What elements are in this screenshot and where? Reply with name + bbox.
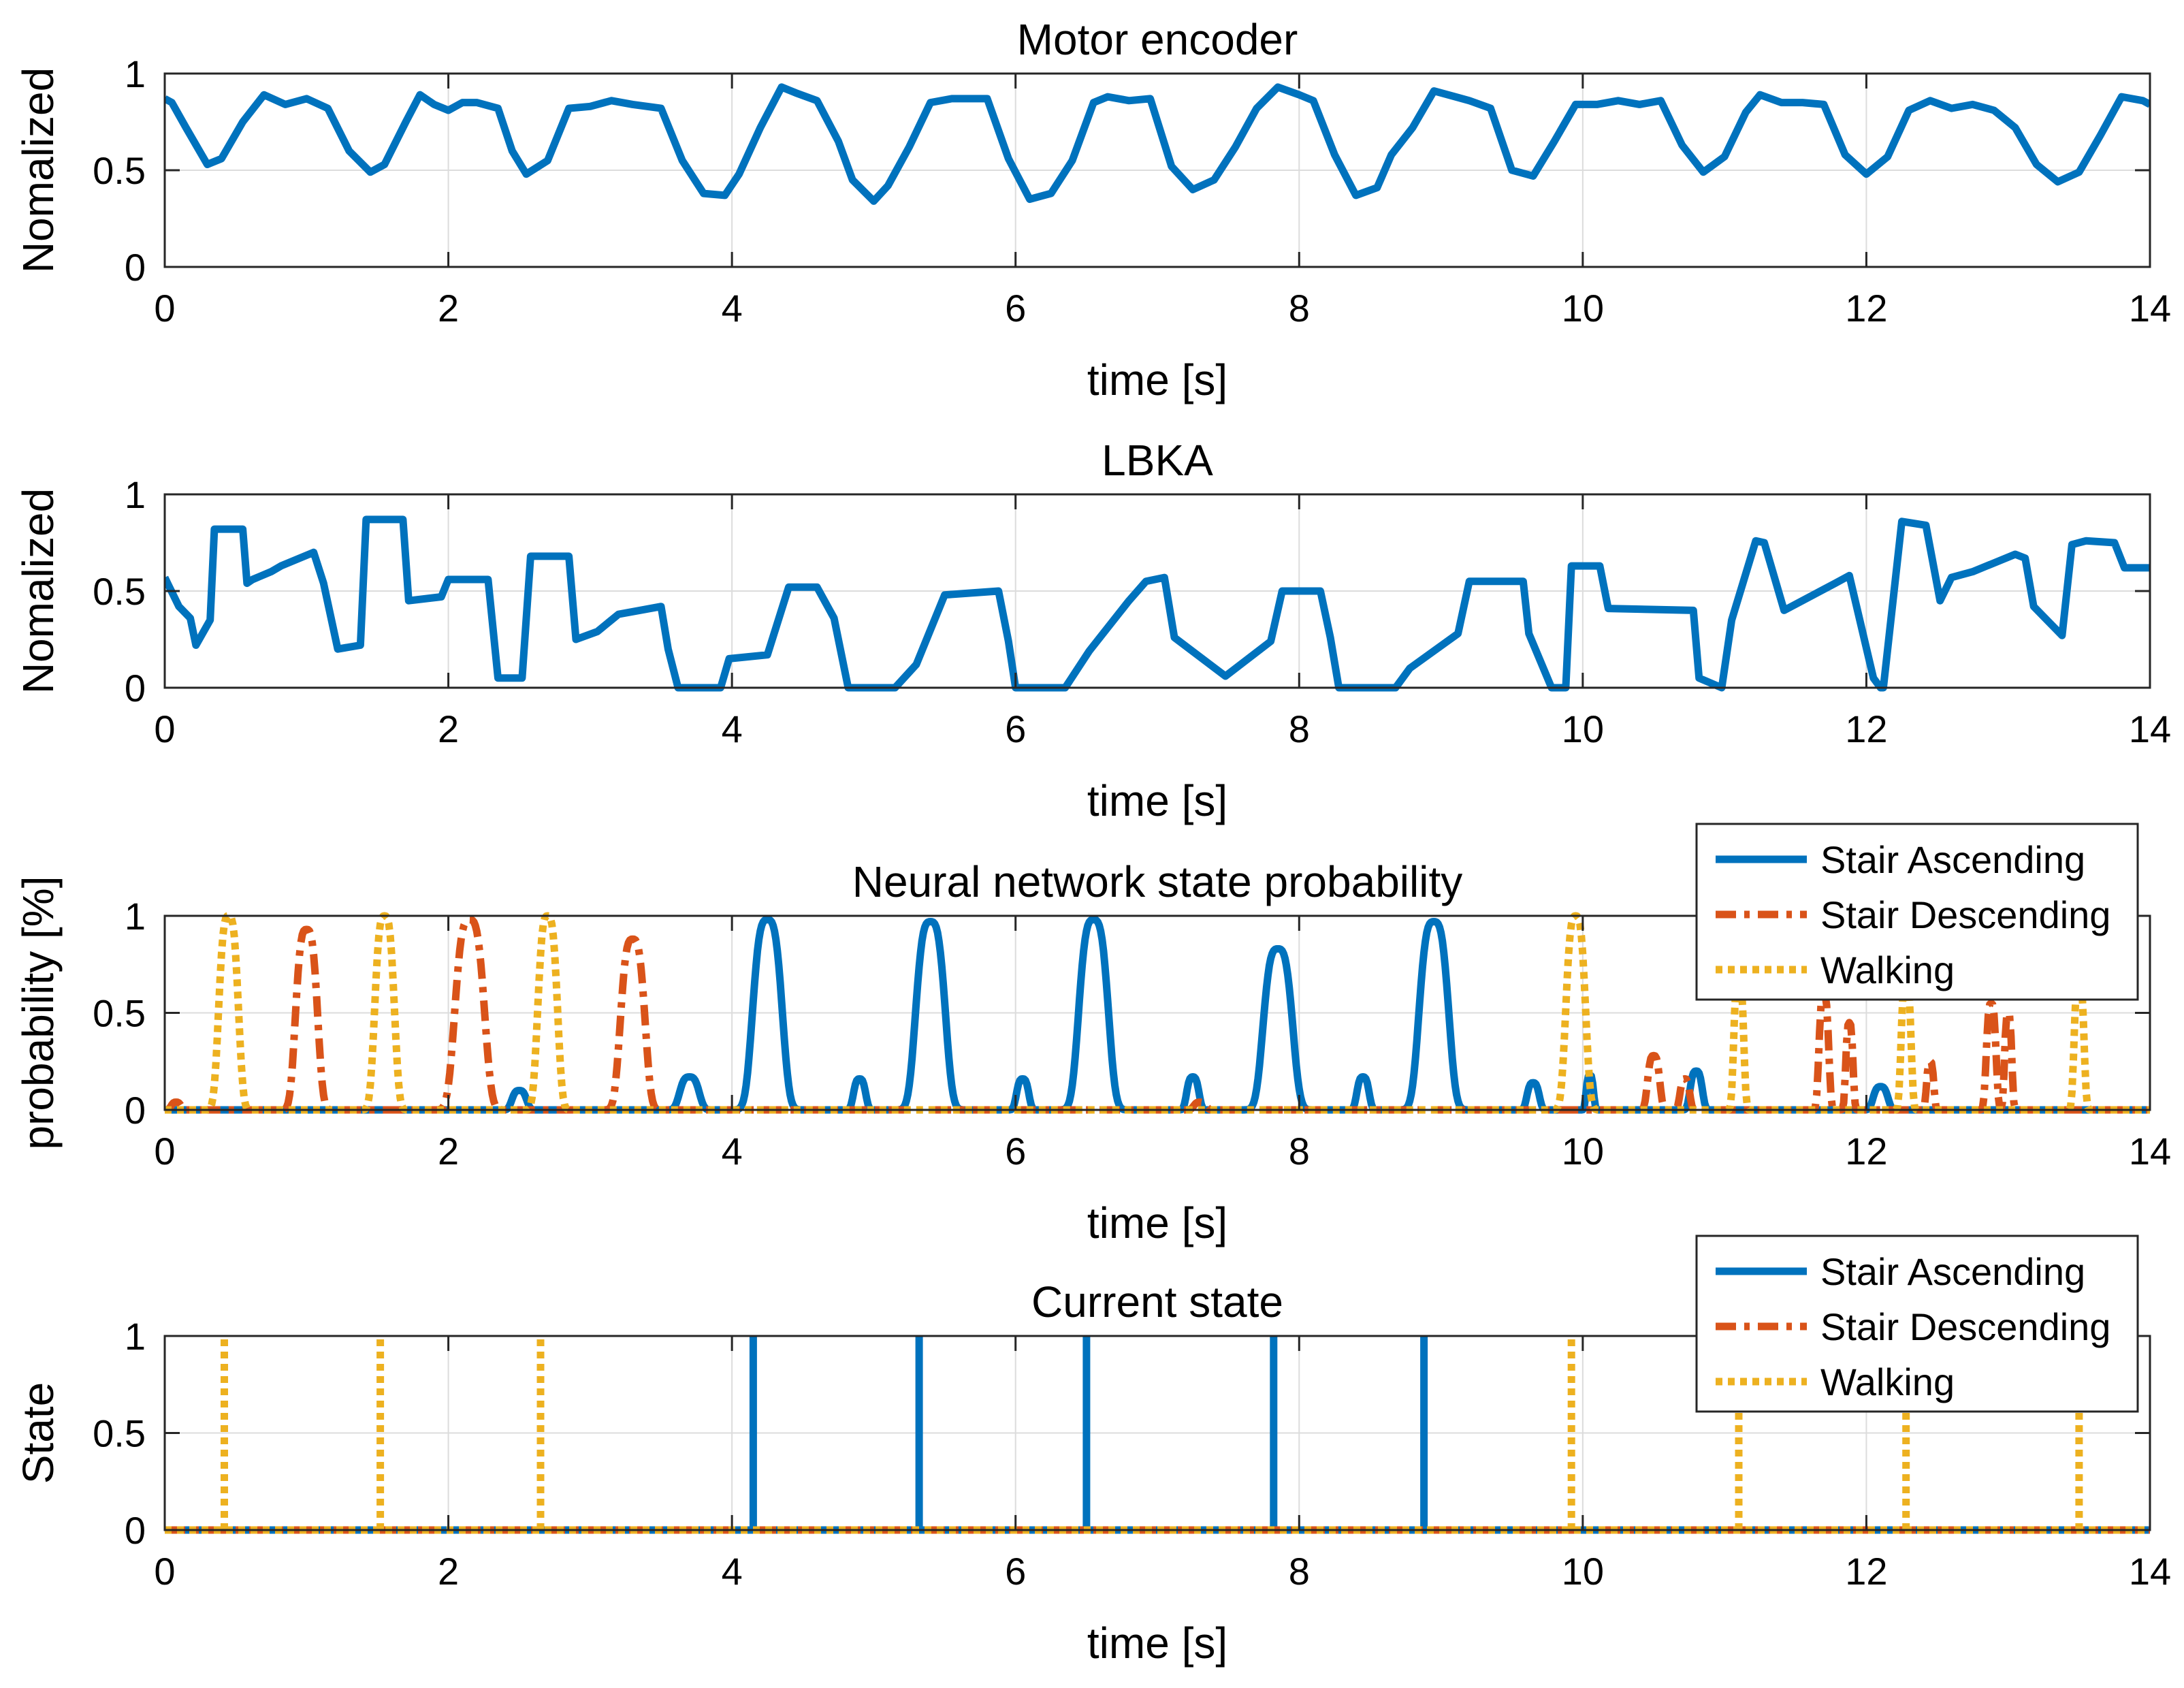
x-tick-label: 2 bbox=[438, 1130, 459, 1173]
y-tick-label: 1 bbox=[125, 1315, 146, 1358]
series-line bbox=[165, 515, 2150, 692]
y-tick-label: 0.5 bbox=[93, 992, 146, 1035]
y-axis-label: probability [%] bbox=[14, 876, 63, 1150]
x-tick-label: 6 bbox=[1005, 287, 1026, 330]
y-tick-label: 1 bbox=[125, 895, 146, 938]
legend-label: Stair Ascending bbox=[1820, 838, 2085, 881]
legend-label: Stair Descending bbox=[1820, 1305, 2110, 1348]
y-tick-label: 1 bbox=[125, 52, 146, 95]
series-group bbox=[165, 83, 2150, 205]
x-axis-label: time [s] bbox=[1087, 776, 1227, 825]
chart-title: Neural network state probability bbox=[852, 857, 1462, 906]
panel-1: 0 2 4 6 8 10 12 14 0 0.5 1 Motor encoder time [s] Nom… bbox=[14, 15, 2171, 404]
y-tick-label: 0.5 bbox=[93, 1412, 146, 1455]
x-tick-label: 12 bbox=[1845, 287, 1887, 330]
legend: Stair Ascending Stair Descending Walking bbox=[1695, 823, 2139, 1001]
x-tick-label: 8 bbox=[1289, 1550, 1310, 1593]
y-tick-label: 0 bbox=[125, 1509, 146, 1552]
y-tick-label: 0 bbox=[125, 246, 146, 289]
x-tick-label: 4 bbox=[722, 1130, 743, 1173]
legend-label: Walking bbox=[1820, 949, 1955, 991]
x-tick-label: 14 bbox=[2129, 287, 2171, 330]
legend-label: Walking bbox=[1820, 1360, 1955, 1403]
x-tick-label: 10 bbox=[1562, 1130, 1604, 1173]
chart-title: Motor encoder bbox=[1017, 15, 1298, 64]
x-tick-label: 4 bbox=[722, 707, 743, 750]
series-line bbox=[165, 83, 2150, 205]
y-tick-label: 0.5 bbox=[93, 149, 146, 192]
x-tick-label: 6 bbox=[1005, 1130, 1026, 1173]
y-tick-label: 0 bbox=[125, 667, 146, 710]
panel-2: 0 2 4 6 8 10 12 14 0 0.5 1 LBKA time [s] Nomalized bbox=[14, 436, 2171, 825]
x-tick-label: 10 bbox=[1562, 287, 1604, 330]
legend-label: Stair Ascending bbox=[1820, 1250, 2085, 1293]
x-tick-label: 4 bbox=[722, 287, 743, 330]
x-tick-label: 0 bbox=[154, 1550, 175, 1593]
x-axis-label: time [s] bbox=[1087, 1619, 1227, 1668]
chart-title: Current state bbox=[1031, 1277, 1283, 1326]
y-axis-label: Nomalized bbox=[14, 67, 63, 273]
x-tick-label: 4 bbox=[722, 1550, 743, 1593]
x-tick-label: 8 bbox=[1289, 707, 1310, 750]
x-tick-label: 14 bbox=[2129, 1130, 2171, 1173]
y-tick-label: 0 bbox=[125, 1089, 146, 1132]
x-tick-label: 12 bbox=[1845, 1130, 1887, 1173]
legend: Stair Ascending Stair Descending Walking bbox=[1695, 1235, 2139, 1413]
x-tick-label: 12 bbox=[1845, 1550, 1887, 1593]
x-tick-label: 8 bbox=[1289, 287, 1310, 330]
x-tick-label: 6 bbox=[1005, 707, 1026, 750]
x-tick-label: 6 bbox=[1005, 1550, 1026, 1593]
y-axis-label: Nomalized bbox=[14, 488, 63, 694]
series-group bbox=[165, 515, 2150, 692]
x-tick-label: 0 bbox=[154, 707, 175, 750]
x-tick-label: 14 bbox=[2129, 707, 2171, 750]
x-tick-label: 2 bbox=[438, 707, 459, 750]
x-axis-label: time [s] bbox=[1087, 1198, 1227, 1247]
x-tick-label: 0 bbox=[154, 1130, 175, 1173]
y-axis-label: State bbox=[14, 1382, 63, 1484]
x-tick-label: 12 bbox=[1845, 707, 1887, 750]
x-tick-label: 8 bbox=[1289, 1130, 1310, 1173]
panel-3: 0 2 4 6 8 10 12 14 0 0.5 1 Neural network state pro… bbox=[14, 823, 2171, 1247]
x-tick-label: 0 bbox=[154, 287, 175, 330]
y-tick-label: 0.5 bbox=[93, 570, 146, 613]
y-tick-label: 1 bbox=[125, 473, 146, 516]
x-tick-label: 2 bbox=[438, 287, 459, 330]
panel-4: 0 2 4 6 8 10 12 14 0 0.5 1 Current state time [s] Sta… bbox=[14, 1235, 2171, 1668]
x-tick-label: 10 bbox=[1562, 1550, 1604, 1593]
x-tick-label: 14 bbox=[2129, 1550, 2171, 1593]
chart-title: LBKA bbox=[1102, 436, 1213, 485]
x-tick-label: 2 bbox=[438, 1550, 459, 1593]
legend-label: Stair Descending bbox=[1820, 893, 2110, 936]
x-axis-label: time [s] bbox=[1087, 355, 1227, 404]
x-tick-label: 10 bbox=[1562, 707, 1604, 750]
